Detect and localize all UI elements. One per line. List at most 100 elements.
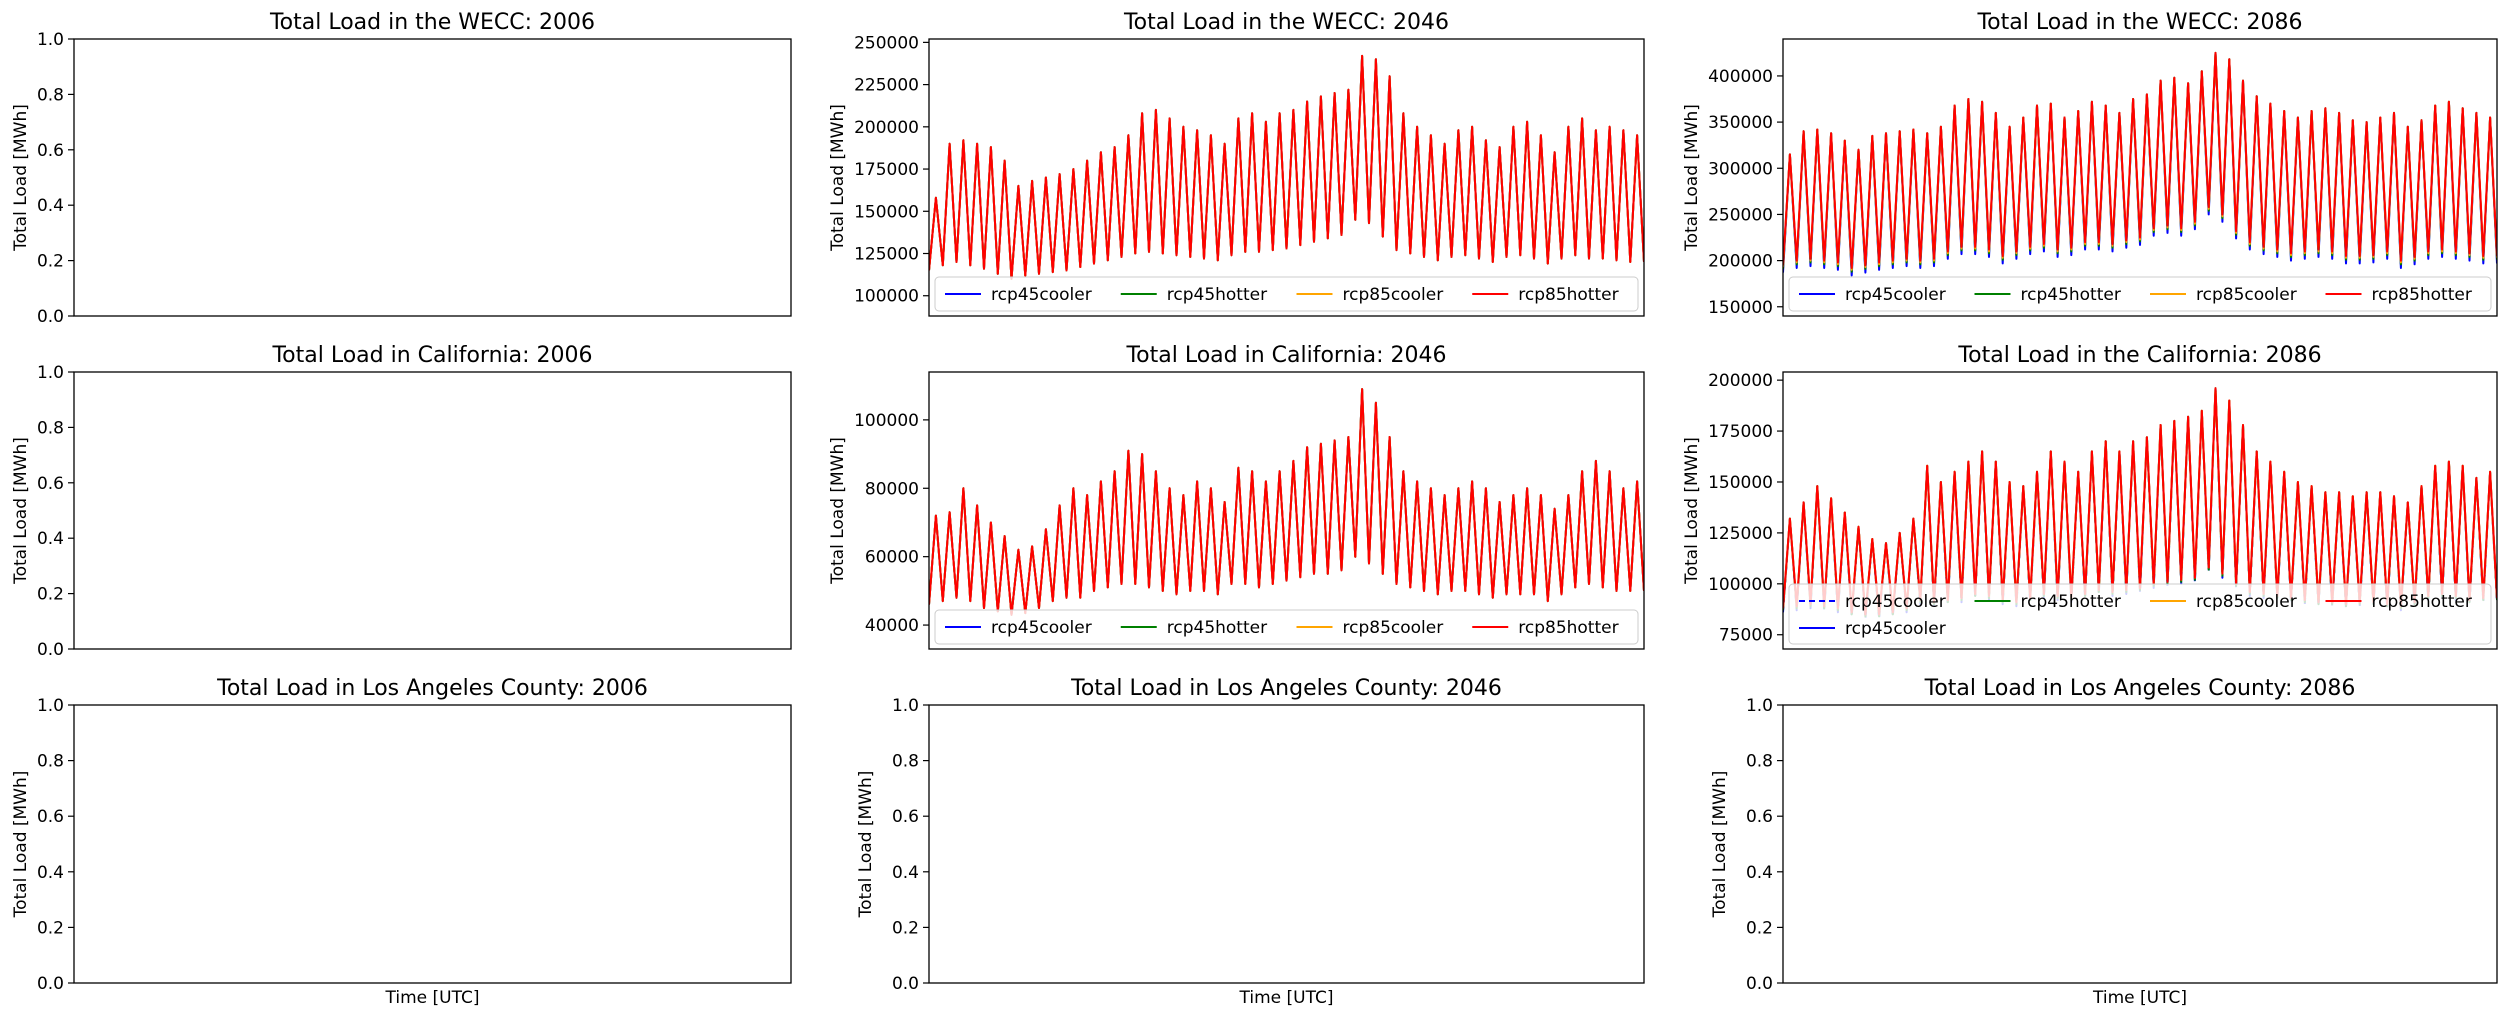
- legend-label-rcp45hotter: rcp45hotter: [2021, 592, 2121, 612]
- legend-label-rcp85cooler: rcp85cooler: [1343, 285, 1444, 305]
- y-tick-label: 0.2: [37, 585, 64, 605]
- y-tick-label: 0.4: [1746, 863, 1773, 883]
- subplot-wecc-2046: 100000 125000 150000 175000 200000 225000 2500…: [828, 10, 1645, 317]
- y-tick-label: 0.2: [892, 918, 919, 938]
- y-tick-label: 200000: [1708, 371, 1773, 391]
- plot-area: [929, 372, 1644, 649]
- y-tick-label: 0.2: [37, 252, 64, 272]
- y-axis-label: Total Load [MWh]: [11, 104, 31, 252]
- y-tick-label: 1.0: [37, 696, 64, 716]
- legend-label-rcp45cooler: rcp45cooler: [991, 285, 1092, 305]
- y-tick-label: 0.0: [37, 307, 64, 327]
- legend-label-rcp85cooler: rcp85cooler: [1343, 618, 1444, 638]
- legend: rcp45cooler rcp45hotter rcp85cooler rcp85ho…: [1788, 583, 2492, 645]
- y-tick-label: 400000: [1708, 67, 1773, 87]
- y-tick-label: 100000: [854, 287, 919, 307]
- y-tick-label: 0.8: [37, 85, 64, 105]
- y-tick-label: 350000: [1708, 113, 1773, 133]
- y-tick-label: 0.0: [1746, 974, 1773, 994]
- y-axis-label: Total Load [MWh]: [11, 437, 31, 585]
- legend-label-rcp45cooler: rcp45cooler: [1845, 619, 1946, 639]
- x-axis-label: Time [UTC]: [1239, 988, 1334, 1008]
- y-axis-label: Total Load [MWh]: [1710, 771, 1730, 919]
- axes-frame: [928, 704, 1645, 984]
- y-tick-label: 0.4: [37, 196, 64, 216]
- subplot-la-2086: 0.0 0.2 0.4 0.6 0.8 1.0 Total Load in Los Ange…: [1710, 676, 2498, 1008]
- y-tick-label: 0.0: [37, 640, 64, 660]
- y-tick-label: 80000: [865, 479, 919, 499]
- legend-label-rcp85cooler: rcp85cooler: [2196, 285, 2297, 305]
- axes-frame: [928, 371, 1645, 650]
- x-axis-label: Time [UTC]: [2092, 988, 2187, 1008]
- axes-frame: [73, 38, 792, 317]
- y-tick-label: 0.8: [892, 752, 919, 772]
- subplot-ca-2086: 75000 100000 125000 150000 175000 200000 Total…: [1682, 343, 2498, 650]
- legend: rcp45cooler rcp45hotter rcp85cooler rcp85ho…: [934, 609, 1639, 645]
- y-tick-label: 300000: [1708, 159, 1773, 179]
- y-tick-label: 200000: [1708, 252, 1773, 272]
- y-tick-label: 200000: [854, 118, 919, 138]
- legend-label-rcp85hotter: rcp85hotter: [2372, 285, 2472, 305]
- subplot-title: Total Load in Los Angeles County: 2006: [216, 676, 648, 701]
- y-tick-label: 150000: [854, 202, 919, 222]
- legend-label-rcp85cooler: rcp85cooler: [2196, 592, 2297, 612]
- y-tick-label: 0.6: [1746, 807, 1773, 827]
- y-tick-label: 100000: [1708, 575, 1773, 595]
- y-tick-label: 0.6: [37, 474, 64, 494]
- series-line-rcp85hotter: [1783, 51, 2497, 269]
- y-tick-label: 1.0: [37, 30, 64, 50]
- legend-label-rcp85hotter: rcp85hotter: [1518, 285, 1618, 305]
- subplot-title: Total Load in the WECC: 2006: [269, 10, 595, 35]
- y-tick-label: 0.4: [892, 863, 919, 883]
- axes-frame: [73, 371, 792, 650]
- y-axis-label: Total Load [MWh]: [828, 437, 848, 585]
- y-tick-label: 100000: [854, 411, 919, 431]
- legend-label-rcp85hotter: rcp85hotter: [1518, 618, 1618, 638]
- legend-label-rcp45hotter: rcp45hotter: [1167, 618, 1267, 638]
- axes-frame: [73, 704, 792, 984]
- y-tick-label: 0.4: [37, 863, 64, 883]
- plot-area: [1783, 705, 2497, 983]
- y-tick-label: 0.6: [37, 807, 64, 827]
- subplot-title: Total Load in California: 2006: [271, 343, 592, 368]
- y-tick-label: 0.6: [37, 141, 64, 161]
- y-tick-label: 75000: [1719, 626, 1773, 646]
- legend-box: [1788, 583, 2492, 645]
- subplot-la-2046: 0.0 0.2 0.4 0.6 0.8 1.0 Total Load in Los Ange…: [856, 676, 1645, 1008]
- y-axis-label: Total Load [MWh]: [1682, 437, 1702, 585]
- series-line-rcp85hotter: [929, 388, 1644, 616]
- y-tick-label: 60000: [865, 548, 919, 568]
- y-tick-label: 150000: [1708, 473, 1773, 493]
- y-tick-label: 0.8: [37, 752, 64, 772]
- subplot-title: Total Load in the WECC: 2086: [1976, 10, 2302, 35]
- subplot-ca-2006: 0.0 0.2 0.4 0.6 0.8 1.0 Total Load in Californ…: [11, 343, 792, 660]
- legend-label-rcp45hotter: rcp45hotter: [2021, 285, 2121, 305]
- subplot-title: Total Load in the WECC: 2046: [1123, 10, 1449, 35]
- subplot-title: Total Load in Los Angeles County: 2046: [1070, 676, 1502, 701]
- axes-frame: [1782, 38, 2498, 317]
- legend-label-rcp45cooler: rcp45cooler: [1845, 592, 1946, 612]
- legend-label-rcp45cooler: rcp45cooler: [1845, 285, 1946, 305]
- y-axis-label: Total Load [MWh]: [856, 771, 876, 919]
- subplot-title: Total Load in the California: 2086: [1957, 343, 2321, 368]
- y-tick-label: 0.0: [892, 974, 919, 994]
- y-tick-label: 250000: [1708, 205, 1773, 225]
- plot-area: [929, 705, 1644, 983]
- y-tick-label: 0.0: [37, 974, 64, 994]
- y-tick-label: 0.8: [37, 418, 64, 438]
- legend-label-rcp45hotter: rcp45hotter: [1167, 285, 1267, 305]
- y-axis-label: Total Load [MWh]: [828, 104, 848, 252]
- y-axis-label: Total Load [MWh]: [11, 771, 31, 919]
- subplot-wecc-2086: 150000 200000 250000 300000 350000 400000 Tota…: [1682, 10, 2498, 318]
- y-tick-label: 175000: [1708, 422, 1773, 442]
- axes-frame: [1782, 704, 2498, 984]
- legend: rcp45cooler rcp45hotter rcp85cooler rcp85ho…: [1788, 276, 2492, 312]
- legend: rcp45cooler rcp45hotter rcp85cooler rcp85ho…: [934, 276, 1639, 312]
- y-tick-label: 0.2: [1746, 918, 1773, 938]
- y-tick-label: 0.6: [892, 807, 919, 827]
- series-group: [929, 388, 1644, 616]
- y-tick-label: 125000: [854, 245, 919, 265]
- plot-area: [929, 39, 1644, 316]
- y-tick-label: 1.0: [1746, 696, 1773, 716]
- subplot-title: Total Load in California: 2046: [1125, 343, 1446, 368]
